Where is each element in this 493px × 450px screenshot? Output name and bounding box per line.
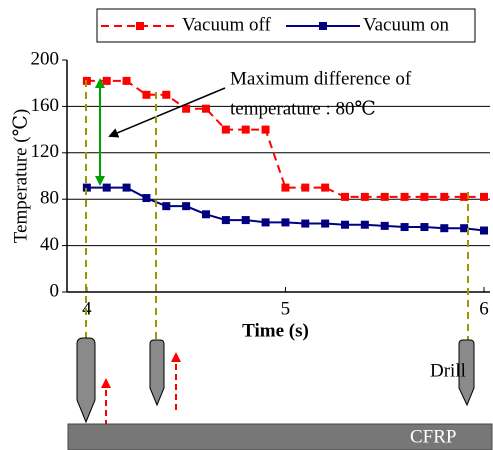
plot: 0 40 80 120 160 200 4 5 6 Time (s) Temperature (℃)	[10, 48, 490, 341]
data-point	[480, 226, 488, 235]
y-tick-label: 80	[40, 188, 59, 209]
data-point	[341, 192, 349, 201]
workpiece-label: CFRP	[410, 426, 456, 447]
data-point	[261, 218, 270, 227]
series-line	[86, 79, 484, 198]
data-point	[460, 224, 469, 233]
data-point	[261, 125, 270, 134]
annotation: Maximum difference of	[230, 68, 412, 89]
x-tick-label: 4	[82, 298, 92, 319]
annotation: temperature : 80℃	[230, 98, 376, 119]
data-point	[321, 183, 330, 192]
data-point	[400, 192, 409, 201]
y-axis-label: Temperature (℃)	[10, 109, 31, 243]
data-point	[162, 90, 171, 99]
data-point	[142, 90, 151, 99]
legend-marker	[319, 22, 327, 30]
data-point	[221, 216, 230, 225]
data-point	[321, 219, 330, 228]
y-tick-label: 0	[50, 280, 60, 301]
data-point	[221, 125, 230, 134]
tool-label: Drill	[430, 360, 466, 381]
data-point	[420, 223, 429, 232]
data-point	[122, 76, 131, 85]
data-point	[241, 216, 250, 225]
data-point	[281, 183, 290, 192]
data-point	[162, 202, 171, 211]
data-point	[122, 183, 131, 192]
data-point	[301, 183, 310, 192]
data-point	[202, 210, 210, 219]
y-tick-label: 120	[31, 141, 60, 162]
data-point	[341, 220, 349, 229]
legend-marker	[136, 22, 144, 30]
guide-lines	[85, 80, 469, 343]
data-point	[360, 220, 369, 229]
data-point	[241, 125, 250, 134]
data-point	[400, 223, 409, 232]
data-point	[440, 192, 449, 201]
data-point	[82, 183, 91, 192]
y-tick-label: 200	[31, 48, 60, 69]
data-point	[440, 224, 449, 233]
data-point	[102, 183, 111, 192]
x-axis-label: Time (s)	[242, 320, 309, 341]
y-tick-label: 40	[40, 234, 59, 255]
data-point	[460, 192, 469, 201]
workpiece	[67, 423, 493, 450]
data-point	[102, 76, 111, 85]
drills	[76, 337, 475, 424]
annotation-arrow	[108, 87, 226, 138]
data-point	[142, 194, 151, 203]
data-point	[182, 202, 191, 211]
x-tick-label: 6	[479, 298, 489, 319]
data-point	[380, 192, 389, 201]
data-point	[202, 104, 210, 113]
data-point	[420, 192, 429, 201]
data-point	[281, 218, 290, 227]
legend-label: Vacuum on	[363, 14, 450, 35]
data-point	[480, 192, 488, 201]
y-tick-label: 160	[31, 95, 60, 116]
data-point	[380, 221, 389, 230]
data-point	[301, 219, 310, 228]
legend-label: Vacuum off	[182, 14, 271, 35]
data-point	[360, 192, 369, 201]
x-tick-label: 5	[281, 298, 291, 319]
data-point	[182, 104, 191, 113]
